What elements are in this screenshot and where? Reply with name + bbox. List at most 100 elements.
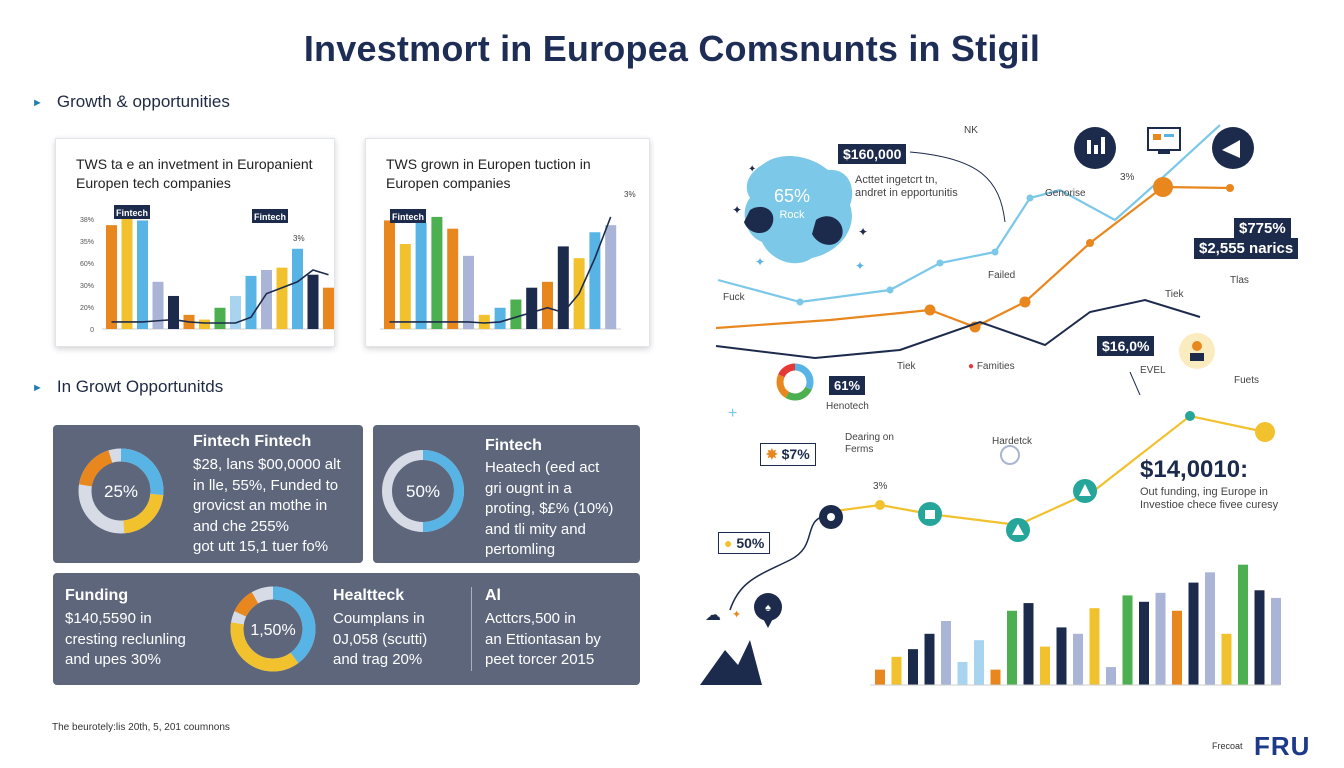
bar bbox=[1106, 667, 1116, 685]
bar bbox=[463, 255, 474, 329]
value-tag: $160,000 bbox=[838, 144, 907, 164]
sparkle-icon: ✦ ✦ bbox=[755, 255, 865, 273]
tick-label: 35% bbox=[80, 239, 94, 246]
tick-label: 0 bbox=[90, 327, 94, 334]
person-icon bbox=[1179, 333, 1215, 369]
label: ● Famities bbox=[968, 361, 1015, 372]
target-icon bbox=[1000, 445, 1020, 465]
tile-text: Coumplans in 0J,058 (scutti) and trag 20% bbox=[333, 610, 428, 668]
connector-line bbox=[909, 151, 1006, 223]
megaphone-icon bbox=[1212, 127, 1254, 169]
location-icon: ♠ bbox=[754, 593, 782, 628]
plus-icon: + bbox=[728, 405, 737, 422]
bar bbox=[384, 220, 395, 329]
bar bbox=[276, 267, 288, 329]
tile-heading: Fintech Fintech bbox=[193, 433, 312, 450]
svg-text:♠: ♠ bbox=[765, 602, 771, 614]
bar bbox=[1122, 595, 1133, 685]
bar bbox=[292, 248, 303, 329]
series-markers-yellow bbox=[875, 411, 1275, 510]
tile-heading: Al bbox=[485, 587, 501, 604]
mountain-icon: ☁ ✦ bbox=[700, 607, 762, 685]
bar bbox=[230, 295, 241, 329]
bar bbox=[152, 281, 164, 329]
value-tag: $16,0% bbox=[1097, 336, 1155, 356]
series-line-orange bbox=[715, 185, 1231, 330]
ring-chart: 25% bbox=[78, 448, 164, 534]
ring-chart: 50% bbox=[382, 450, 464, 532]
donut-label: Henotech bbox=[826, 401, 869, 412]
label: Tiek bbox=[897, 361, 916, 372]
arrow-up-icon bbox=[1073, 479, 1097, 503]
ring-chart: 1,50% bbox=[230, 586, 316, 672]
bar bbox=[1271, 597, 1281, 685]
bar bbox=[605, 225, 617, 329]
series-tag bbox=[252, 209, 288, 223]
bar bbox=[974, 640, 984, 685]
bottom-bar-chart bbox=[875, 564, 1281, 685]
tile-text: $140,5590 in cresting reclunling and upes … bbox=[65, 610, 186, 668]
bar bbox=[245, 275, 257, 329]
divider bbox=[471, 587, 472, 671]
bar bbox=[1238, 564, 1248, 685]
svg-text:✦: ✦ bbox=[732, 609, 741, 621]
chart-card-2: TWS grown in Europen tuction in Europen c… bbox=[365, 138, 650, 347]
tile-heading: Healtteck bbox=[333, 587, 405, 604]
tile-fintech-2: 50% Fintech Heatech (eed act gri ougnt in… bbox=[373, 425, 640, 563]
bar bbox=[589, 232, 601, 329]
section-grow2: ► In Growt Opportunitds bbox=[32, 377, 223, 397]
bar bbox=[990, 669, 1001, 685]
tick-label: 30% bbox=[80, 283, 94, 290]
bar bbox=[1221, 633, 1232, 685]
bar bbox=[214, 307, 226, 329]
bar bbox=[924, 633, 935, 685]
value-tag: 61% bbox=[829, 376, 866, 395]
tile-text: $28, lans $00,0000 alt in lle, 55%, Funde… bbox=[193, 456, 341, 555]
page-title: Investmort in Europea Comsnunts in Stigi… bbox=[303, 28, 1041, 69]
bar bbox=[1155, 592, 1166, 685]
bar bbox=[137, 220, 148, 329]
footer-note: The beurotely:lis 20th, 5, 201 coumnons bbox=[52, 722, 230, 733]
connector-line bbox=[1129, 371, 1141, 396]
label: EVEL bbox=[1140, 365, 1166, 376]
label: Dearing on Ferms bbox=[845, 432, 894, 455]
value-tag: ● 50% bbox=[718, 532, 771, 554]
dot-icon bbox=[819, 505, 843, 529]
bar bbox=[526, 287, 538, 329]
brand-logo: FRU bbox=[1254, 731, 1311, 761]
bar bbox=[1007, 610, 1017, 685]
label: 3% bbox=[873, 481, 888, 492]
label: Fuck bbox=[723, 292, 745, 303]
triangle-icon bbox=[1006, 518, 1030, 542]
section-growth: ► Growth & opportunities bbox=[32, 92, 230, 112]
coin-icon: ● bbox=[724, 535, 737, 551]
tick-label: 20% bbox=[80, 305, 94, 312]
tile-text: Acttcrs,500 in an Ettiontasan by peet torc… bbox=[485, 610, 601, 668]
trend-line bbox=[389, 216, 612, 324]
monitor-icon bbox=[1147, 127, 1181, 154]
bar bbox=[1205, 572, 1215, 685]
card-caption: TWS grown in Europen tuction in Europen c… bbox=[386, 156, 591, 191]
bar bbox=[510, 299, 522, 329]
bar bbox=[957, 661, 968, 685]
bar bbox=[1040, 646, 1050, 685]
donut-mini-chart bbox=[776, 363, 814, 401]
chart-card-1: TWS ta e an invetment in Europanient Euro… bbox=[55, 138, 335, 347]
series-markers-lightblue bbox=[796, 194, 1034, 306]
svg-text:✦: ✦ bbox=[755, 255, 765, 269]
value-tag: $775% bbox=[1234, 218, 1291, 239]
label: Fuets bbox=[1234, 375, 1260, 386]
tile-heading: Funding bbox=[65, 587, 129, 604]
svg-text:✦: ✦ bbox=[732, 203, 742, 217]
note-text: Acttet ingetcrt tn, andret in epportuniti… bbox=[855, 174, 958, 199]
svg-text:65%: 65% bbox=[774, 186, 810, 206]
label: 3% bbox=[1120, 172, 1135, 183]
arrow-icon: ► bbox=[32, 381, 43, 394]
value-tag: $2,555 narics bbox=[1194, 238, 1299, 259]
tick-label: 38% bbox=[80, 217, 94, 224]
connector-line bbox=[729, 514, 831, 611]
bar bbox=[1073, 633, 1083, 685]
bar bbox=[1056, 627, 1067, 685]
bar bbox=[1188, 582, 1199, 685]
label: Hardetck bbox=[992, 436, 1033, 447]
